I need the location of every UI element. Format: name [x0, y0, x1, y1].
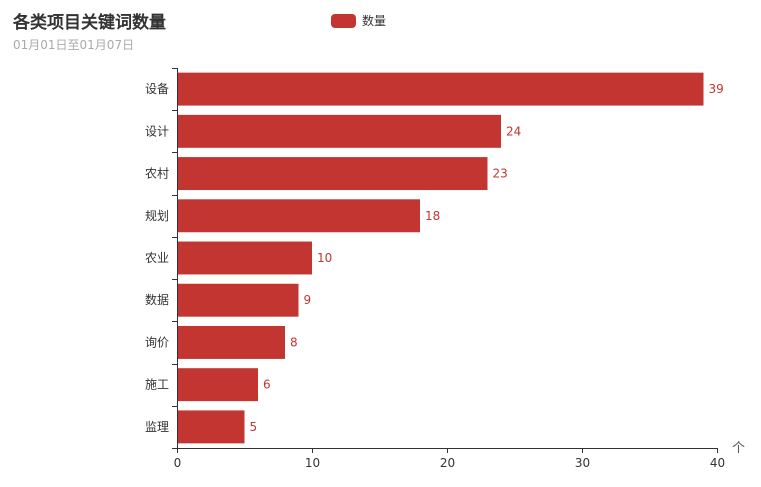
category-label: 设备: [145, 82, 169, 96]
chart-title: 各类项目关键词数量: [13, 13, 166, 33]
category-label: 施工: [145, 378, 169, 392]
bar-农业[interactable]: [177, 241, 312, 275]
value-label: 6: [263, 378, 271, 392]
x-axis-name: 个: [732, 441, 745, 456]
value-label: 9: [304, 293, 312, 307]
value-label: 5: [250, 420, 258, 434]
legend-swatch: [331, 13, 356, 28]
category-label: 规划: [145, 208, 169, 223]
category-label: 农村: [145, 167, 169, 181]
value-label: 18: [425, 209, 440, 223]
x-tick-label: 30: [575, 456, 590, 470]
category-label: 询价: [145, 335, 169, 349]
value-label: 24: [506, 124, 521, 138]
bar-施工[interactable]: [177, 368, 258, 402]
bar-数据[interactable]: [177, 283, 299, 317]
value-label: 23: [493, 167, 508, 181]
chart-subtitle: 01月01日至01月07日: [13, 38, 135, 52]
value-label: 8: [290, 335, 298, 349]
bar-农村[interactable]: [177, 157, 488, 191]
bar-询价[interactable]: [177, 325, 285, 359]
category-label: 农业: [145, 251, 169, 265]
category-label: 监理: [145, 420, 169, 434]
bar-设备[interactable]: [177, 72, 704, 106]
legend-item[interactable]: 数量: [331, 12, 386, 29]
bar-设计[interactable]: [177, 114, 501, 148]
category-label: 数据: [145, 292, 169, 307]
x-tick-label: 20: [440, 456, 455, 470]
x-tick-label: 10: [305, 456, 320, 470]
value-label: 10: [317, 251, 332, 265]
x-tick-label: 0: [174, 456, 182, 470]
value-label: 39: [709, 82, 724, 96]
bar-规划[interactable]: [177, 199, 420, 233]
category-label: 设计: [145, 124, 169, 138]
bar-监理[interactable]: [177, 410, 245, 444]
x-tick-label: 40: [710, 456, 725, 470]
legend-label: 数量: [362, 14, 387, 28]
